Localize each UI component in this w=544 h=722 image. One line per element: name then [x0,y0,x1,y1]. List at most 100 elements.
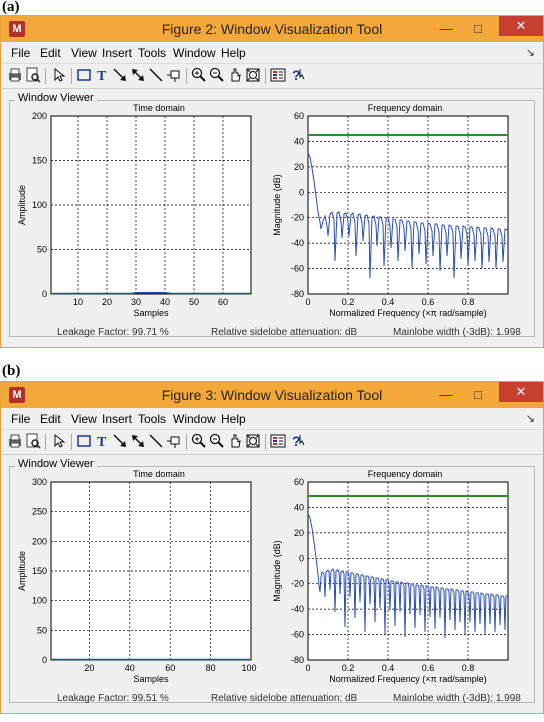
title-bar: M Figure 2: Window Visualization Tool — … [1,16,543,42]
maximize-icon[interactable]: □ [474,21,482,36]
minimize-icon[interactable]: — [439,387,453,402]
time-xlabel: Samples [133,308,169,318]
freq-grid [308,482,508,660]
print-icon[interactable] [7,67,23,83]
close-icon[interactable]: ✕ [499,16,543,36]
toolbar-separator [45,434,46,450]
svg-text:?: ? [292,67,301,83]
toolbar-separator [71,68,72,84]
menu-edit[interactable]: Edit [40,412,61,426]
window-title: Figure 3: Window Visualization Tool [161,387,383,403]
menu-tools[interactable]: Tools [138,412,167,426]
menu-help[interactable]: Help [221,412,246,426]
line-icon[interactable] [148,433,164,449]
plots: Time domain 200 150 100 50 0 10 20 30 40… [17,103,509,318]
plots: Time domain 300 250 200 150 100 50 0 20 … [17,469,509,684]
freq-grid [308,116,508,294]
pin-icon[interactable] [166,433,182,449]
menu-help[interactable]: Help [221,46,246,60]
pan-icon[interactable] [227,433,243,449]
menu-tools[interactable]: Tools [138,46,167,60]
time-grid [51,116,251,294]
menu-insert[interactable]: Insert [102,412,133,426]
time-ytick: 0 [42,289,47,299]
time-ytick: 300 [32,477,47,487]
help-icon[interactable]: ? [290,67,306,83]
time-xtick: 20 [84,663,94,673]
legend-icon[interactable] [270,433,286,449]
rotate-3d-icon[interactable] [245,433,261,449]
select-arrow-icon[interactable] [51,433,67,449]
time-domain-title: Time domain [133,469,185,479]
pin-icon[interactable] [166,67,182,83]
time-ytick: 0 [42,655,47,665]
freq-xtick: 0.8 [462,663,475,673]
time-ytick: 100 [32,200,47,210]
window-title: Figure 2: Window Visualization Tool [161,21,383,37]
minimize-icon[interactable]: — [439,21,453,36]
legend-icon[interactable] [270,67,286,83]
menu-edit[interactable]: Edit [40,46,61,60]
rectangle-icon[interactable] [76,433,92,449]
arrow-icon[interactable] [112,67,128,83]
freq-ytick: 0 [299,187,304,197]
freq-ytick: 60 [294,111,304,121]
time-ytick: 200 [32,111,47,121]
double-arrow-icon[interactable] [130,67,146,83]
menu-view[interactable]: View [71,46,97,60]
zoom-out-icon[interactable] [209,67,225,83]
time-ylabel: Amplitude [17,551,27,591]
text-icon[interactable]: T [94,67,110,83]
select-arrow-icon[interactable] [51,67,67,83]
freq-xtick: 0.2 [342,297,355,307]
print-preview-icon[interactable] [25,67,41,83]
line-icon[interactable] [148,67,164,83]
menu-file[interactable]: File [11,46,31,60]
sidelobe-attenuation: Relative sidelobe attenuation: dB [211,327,358,338]
maximize-icon[interactable]: □ [474,387,482,402]
toolbar-separator [45,68,46,84]
time-ytick: 250 [32,507,47,517]
arrow-icon[interactable] [112,433,128,449]
dock-arrow-icon[interactable]: ↘ [525,413,535,425]
time-xtick: 40 [125,663,135,673]
dock-arrow-icon[interactable]: ↘ [525,47,535,59]
frequency-response-series [307,152,509,279]
title-bar: M Figure 3: Window Visualization Tool — … [1,382,543,408]
toolbar-separator [71,434,72,450]
menu-bar: File Edit View Insert Tools Window Help … [1,42,543,63]
figure-window-2: M Figure 2: Window Visualization Tool — … [0,15,544,348]
freq-xtick: 0.8 [462,297,475,307]
pan-icon[interactable] [227,67,243,83]
leakage-factor: Leakage Factor: 99.71 % [57,327,169,338]
svg-text:?: ? [292,433,301,449]
freq-ytick: 40 [294,502,304,512]
print-icon[interactable] [7,433,23,449]
freq-axes-box [307,115,509,295]
freq-xtick: 0.4 [382,663,395,673]
freq-xlabel: Normalized Frequency (×π rad/sample) [329,674,487,684]
menu-bar: File Edit View Insert Tools Window Help … [1,408,543,429]
freq-ytick: -20 [291,213,304,223]
freq-ylabel: Magnitude (dB) [272,174,282,236]
rotate-3d-icon[interactable] [245,67,261,83]
toolbar-separator [186,434,187,450]
rectangle-icon[interactable] [76,67,92,83]
freq-xtick: 0.6 [422,663,435,673]
menu-file[interactable]: File [11,412,31,426]
text-icon[interactable]: T [94,433,110,449]
menu-insert[interactable]: Insert [102,46,133,60]
zoom-out-icon[interactable] [209,433,225,449]
help-icon[interactable]: ? [290,433,306,449]
zoom-in-icon[interactable] [191,67,207,83]
menu-window[interactable]: Window [173,46,216,60]
double-arrow-icon[interactable] [130,433,146,449]
freq-xtick: 0.4 [382,297,395,307]
close-icon[interactable]: ✕ [499,382,543,402]
print-preview-icon[interactable] [25,433,41,449]
menu-window[interactable]: Window [173,412,216,426]
freq-ytick: 60 [294,477,304,487]
time-ytick: 200 [32,536,47,546]
zoom-in-icon[interactable] [191,433,207,449]
menu-view[interactable]: View [71,412,97,426]
